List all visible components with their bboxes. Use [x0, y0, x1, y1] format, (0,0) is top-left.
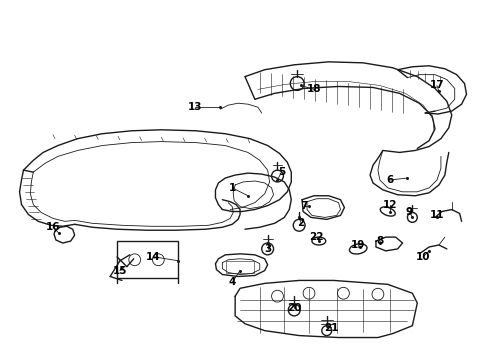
Text: 18: 18 [307, 84, 321, 94]
Text: 8: 8 [376, 236, 384, 246]
Text: 16: 16 [46, 222, 60, 232]
Text: 2: 2 [297, 218, 305, 228]
Bar [117, 241, 178, 278]
Text: 14: 14 [146, 252, 161, 262]
Text: 15: 15 [113, 266, 127, 276]
Text: 12: 12 [383, 199, 397, 210]
Bar [226, 261, 254, 273]
Text: 17: 17 [430, 81, 444, 90]
Text: 9: 9 [406, 207, 413, 216]
Text: 6: 6 [386, 175, 393, 185]
Text: 20: 20 [287, 303, 301, 313]
Text: 1: 1 [228, 183, 236, 193]
Text: 3: 3 [264, 244, 271, 254]
Text: 22: 22 [310, 232, 324, 242]
Text: 7: 7 [300, 201, 308, 211]
Text: 21: 21 [324, 323, 339, 333]
Text: 5: 5 [278, 167, 285, 177]
Text: 13: 13 [188, 102, 202, 112]
Text: 19: 19 [351, 240, 366, 250]
Text: 11: 11 [430, 211, 444, 220]
Text: 4: 4 [228, 278, 236, 287]
Text: 10: 10 [416, 252, 430, 262]
